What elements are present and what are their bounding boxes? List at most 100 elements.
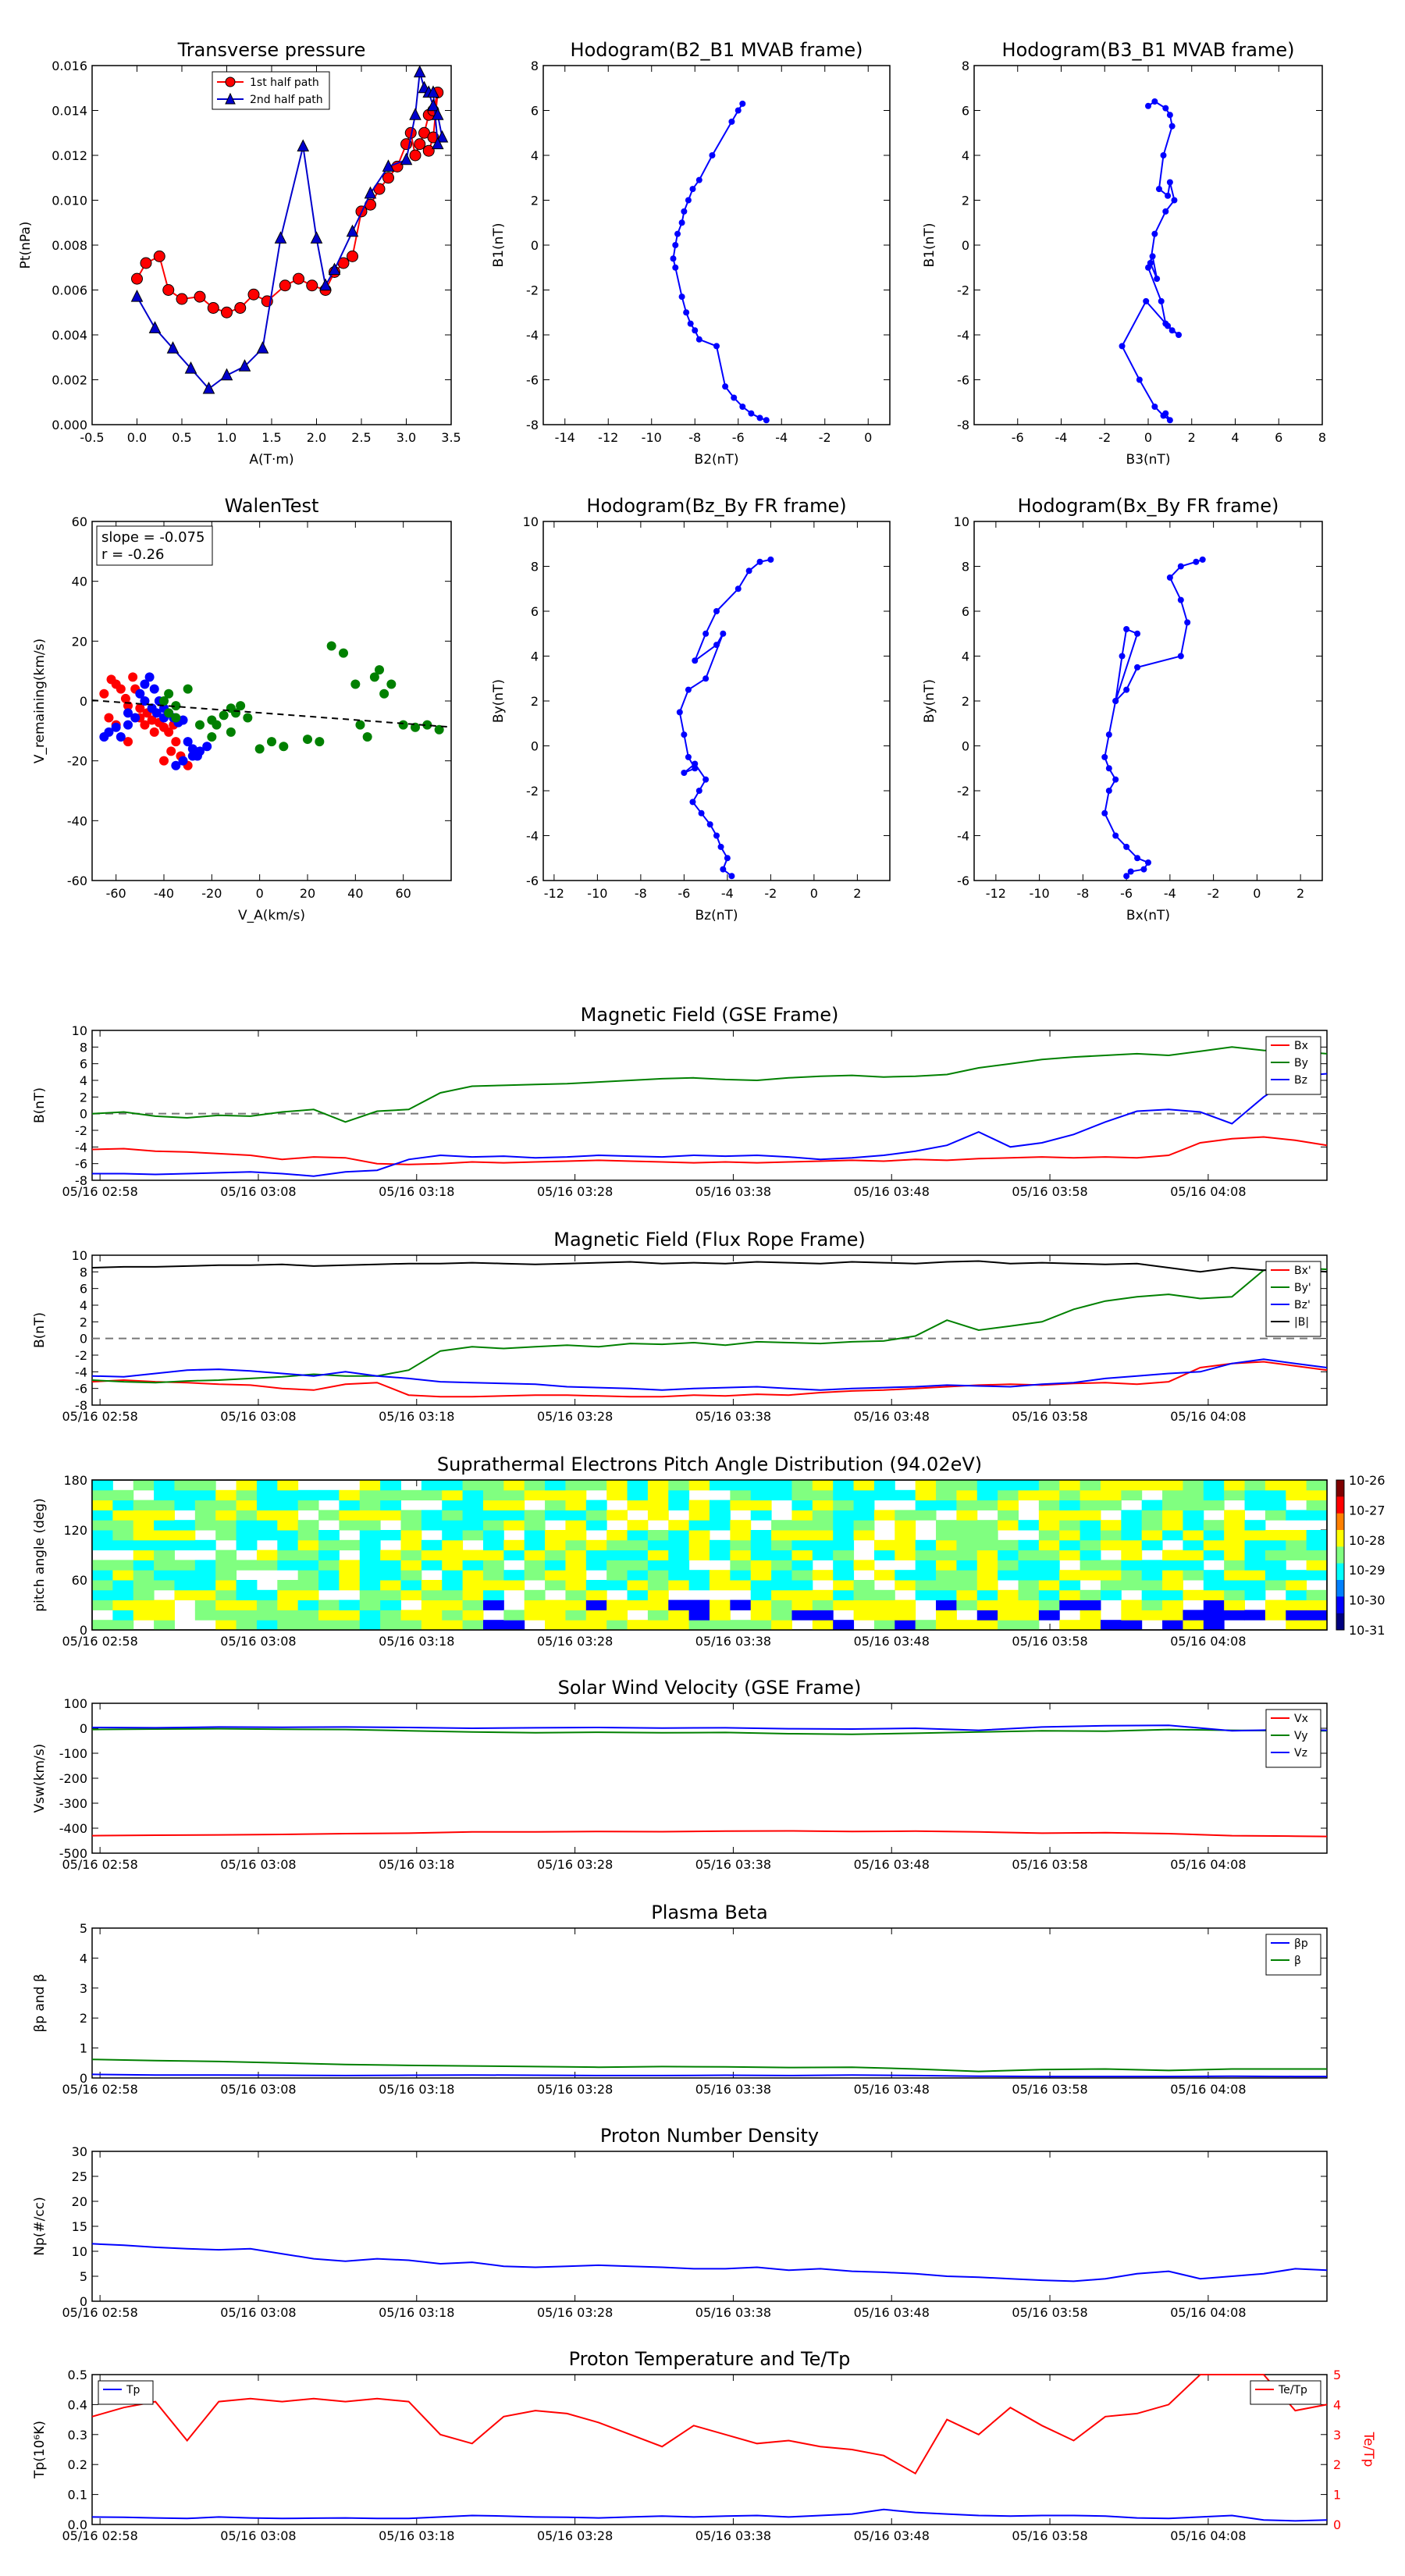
y-axis-label: pitch angle (deg) <box>32 1498 48 1612</box>
heatmap-cell <box>853 1510 875 1521</box>
heatmap-cell <box>833 1489 855 1501</box>
heatmap-cell <box>277 1510 299 1521</box>
heatmap-cell <box>812 1570 834 1581</box>
heatmap-cell <box>956 1480 978 1491</box>
heatmap-cell <box>1183 1489 1204 1501</box>
y-tick-label: 2 <box>962 194 969 208</box>
series-line-β <box>91 2058 1327 2073</box>
heatmap-cell <box>853 1580 875 1591</box>
legend-label: Bz <box>1294 1074 1307 1087</box>
y-tick-label: 0.014 <box>52 104 87 119</box>
heatmap-cell <box>236 1520 258 1531</box>
heatmap-cell <box>1162 1480 1183 1491</box>
heatmap-cell <box>194 1580 216 1591</box>
y-tick-label: 4 <box>962 649 969 664</box>
heatmap-cell <box>482 1489 504 1501</box>
heatmap-cell <box>92 1589 113 1601</box>
heatmap-cell <box>750 1539 772 1551</box>
pressure-point <box>153 250 165 262</box>
heatmap-cell <box>936 1480 957 1491</box>
y-tick-label: 2 <box>80 2011 87 2026</box>
heatmap-cell <box>791 1550 813 1560</box>
x-tick-label: 2 <box>853 886 861 901</box>
hodogram-point <box>717 843 724 850</box>
heatmap-cell <box>812 1520 834 1531</box>
chart-beta: Plasma Beta 0 1 2 3 4 5 05/16 02:58 05/16 03:08 0… <box>32 1902 1328 2097</box>
heatmap-cell <box>421 1610 443 1621</box>
heatmap-cell <box>133 1570 155 1581</box>
heatmap-cell <box>1264 1580 1286 1591</box>
heatmap-cell <box>1224 1539 1246 1551</box>
heatmap-cell <box>1141 1530 1163 1541</box>
y-tick-label: -4 <box>75 1364 87 1379</box>
heatmap-cell <box>956 1500 978 1510</box>
y-tick-label: 6 <box>962 104 969 119</box>
heatmap-cell <box>92 1500 113 1510</box>
y-tick-label: 2 <box>962 694 969 709</box>
heatmap-cell <box>585 1500 607 1510</box>
time-tick-label: 05/16 03:28 <box>537 1857 613 1872</box>
heatmap-cell <box>359 1570 381 1581</box>
hodogram-point <box>670 255 677 262</box>
y-tick-label: -20 <box>67 754 87 769</box>
x-tick-label: 1.5 <box>261 430 281 445</box>
time-tick-label: 05/16 03:08 <box>220 2305 296 2320</box>
y-tick-label: 0 <box>80 1107 87 1122</box>
y-tick-label: 10 <box>72 1023 87 1038</box>
heatmap-cell <box>976 1550 998 1560</box>
legend-label: Bx <box>1294 1040 1308 1052</box>
heatmap-cell <box>112 1489 134 1501</box>
heatmap-cell <box>668 1610 690 1621</box>
heatmap-cell <box>895 1520 916 1531</box>
pressure-point <box>427 85 439 98</box>
heatmap-cell <box>1018 1620 1040 1631</box>
walen-point <box>187 751 197 761</box>
heatmap-cell <box>1203 1589 1225 1601</box>
heatmap-cell <box>976 1589 998 1601</box>
time-tick-label: 05/16 03:48 <box>854 1634 930 1649</box>
heatmap-cell <box>359 1560 381 1571</box>
series-line-By <box>91 1046 1328 1123</box>
heatmap-cell <box>194 1570 216 1581</box>
heatmap-cell <box>174 1570 196 1581</box>
y-tick-label: -300 <box>59 1796 87 1811</box>
heatmap-cell <box>277 1599 299 1610</box>
pressure-point <box>131 272 143 285</box>
y-tick-label: 0 <box>531 739 539 754</box>
heatmap-cell <box>1286 1510 1307 1521</box>
colorbar-label: 10-29 <box>1349 1563 1385 1578</box>
heatmap-cell <box>1286 1599 1307 1610</box>
hodogram-point <box>1112 832 1119 839</box>
heatmap-cell <box>668 1570 690 1581</box>
heatmap-cell <box>1018 1560 1040 1571</box>
heatmap-cell <box>1121 1610 1143 1621</box>
y-tick-label: -100 <box>59 1746 87 1761</box>
x-tick-label: 2.0 <box>307 430 326 445</box>
heatmap-cell <box>1286 1580 1307 1591</box>
heatmap-cell <box>1059 1539 1081 1551</box>
legend-box <box>1265 1934 1321 1976</box>
pressure-point <box>364 186 377 199</box>
x-axis-label: Bz(nT) <box>695 908 738 923</box>
hodogram-point <box>713 642 720 649</box>
hodogram-point <box>695 176 702 183</box>
y-tick-label: -200 <box>59 1771 87 1786</box>
heatmap-cell <box>1018 1489 1040 1501</box>
heatmap-cell <box>524 1539 546 1551</box>
walen-point <box>135 703 145 713</box>
heatmap-cell <box>688 1510 710 1521</box>
colorbar-segment <box>1336 1580 1344 1597</box>
legend-label: Te/Tp <box>1278 2384 1307 2396</box>
heatmap-cell <box>1162 1489 1183 1501</box>
x-tick-label: 6 <box>1275 430 1282 445</box>
heatmap-cell <box>194 1510 216 1521</box>
heatmap-cell <box>524 1570 546 1581</box>
heatmap-cell <box>812 1599 834 1610</box>
walen-point <box>99 688 109 699</box>
y-tick-label: 10 <box>72 1248 87 1263</box>
heatmap-cell <box>174 1500 196 1510</box>
heatmap-cell <box>462 1510 484 1521</box>
y-tick-label: 0.3 <box>68 2428 87 2443</box>
heatmap-cell <box>730 1560 752 1571</box>
walen-point <box>226 727 236 737</box>
